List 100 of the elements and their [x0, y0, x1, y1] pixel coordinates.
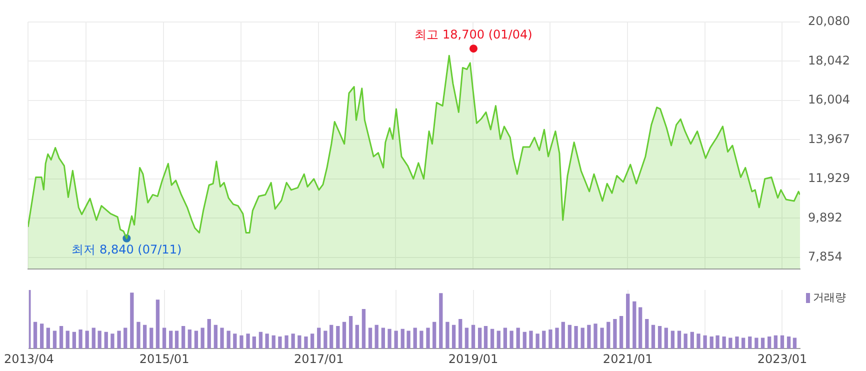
bar — [529, 330, 533, 349]
bar — [710, 336, 714, 349]
bar — [310, 334, 314, 349]
bar — [381, 328, 385, 349]
bar — [214, 324, 218, 349]
bar — [439, 293, 443, 349]
bar — [420, 330, 424, 349]
bar — [304, 336, 308, 349]
x-tick-label: 2019/01 — [448, 352, 498, 366]
x-tick-label: 2013/04 — [4, 352, 54, 366]
bar — [85, 330, 89, 349]
y-tick-label: 7,854 — [808, 249, 842, 264]
bar — [59, 326, 64, 349]
bar — [555, 328, 559, 349]
bar — [252, 336, 256, 349]
bar — [645, 318, 649, 349]
y-tick-label: 11,929 — [808, 171, 850, 186]
bar — [580, 328, 584, 349]
bar — [613, 318, 617, 349]
bar — [684, 334, 688, 349]
bar — [136, 322, 140, 349]
bar — [471, 324, 476, 349]
bar — [510, 330, 514, 349]
bar — [220, 328, 224, 349]
bar — [174, 330, 179, 349]
y-tick-label: 20,080 — [808, 14, 850, 28]
bar — [619, 316, 624, 349]
bar — [355, 324, 359, 349]
bar — [516, 328, 520, 349]
bar — [368, 328, 372, 349]
bar — [156, 300, 160, 349]
bar — [169, 330, 173, 349]
bar — [374, 324, 378, 349]
bar — [638, 307, 642, 349]
bar — [464, 328, 469, 349]
bar — [484, 326, 488, 349]
x-tick-label: 2023/01 — [757, 352, 808, 366]
bar — [92, 328, 96, 349]
bar — [233, 334, 237, 349]
bar — [272, 335, 276, 349]
bar — [568, 324, 572, 349]
bar — [587, 324, 591, 349]
bar — [760, 338, 765, 349]
bar — [496, 330, 500, 349]
bar — [722, 336, 726, 349]
bar — [786, 336, 791, 349]
bar — [606, 322, 610, 349]
bar — [394, 330, 398, 349]
bar — [181, 326, 186, 349]
bar — [226, 330, 230, 349]
bar — [142, 324, 147, 349]
bar — [478, 328, 482, 349]
bar — [426, 328, 430, 349]
bar — [265, 334, 269, 349]
bar — [728, 338, 732, 349]
bar — [336, 326, 340, 349]
bar — [626, 294, 630, 349]
bar — [117, 330, 121, 349]
bar — [741, 338, 746, 349]
bar — [670, 330, 675, 349]
bar — [291, 334, 295, 349]
y-tick-label: 9,892 — [808, 210, 842, 224]
bar — [342, 322, 346, 349]
bar — [330, 324, 334, 349]
bar — [98, 330, 102, 349]
bar — [522, 332, 526, 349]
bar — [651, 324, 656, 349]
bar — [240, 335, 244, 349]
bar — [774, 335, 778, 349]
bar — [548, 330, 552, 349]
y-tick-label: 18,042 — [808, 53, 850, 68]
bar — [78, 330, 82, 349]
bar — [72, 332, 76, 349]
bar — [703, 335, 707, 349]
bar — [735, 336, 739, 349]
bar — [490, 328, 494, 349]
bar — [574, 326, 578, 349]
bar — [207, 318, 211, 349]
bar — [561, 322, 565, 349]
bar — [388, 328, 392, 349]
bar — [348, 316, 353, 349]
bar — [66, 330, 70, 349]
bar — [600, 328, 604, 349]
bar — [324, 330, 328, 349]
bar — [188, 330, 192, 349]
bar — [432, 322, 436, 349]
bar — [542, 330, 546, 349]
bar — [594, 324, 598, 349]
bar — [46, 328, 50, 349]
bar — [200, 328, 204, 349]
annotation: 최고 18,700 (01/04) — [414, 28, 532, 42]
bar — [33, 322, 38, 349]
x-tick-label: 2017/01 — [294, 352, 344, 366]
bar — [452, 324, 456, 349]
legend-label: 거래량 — [813, 290, 846, 304]
bar — [246, 334, 250, 349]
bar — [664, 328, 668, 349]
bar — [658, 326, 662, 349]
bar — [677, 330, 682, 349]
bar — [792, 338, 797, 349]
